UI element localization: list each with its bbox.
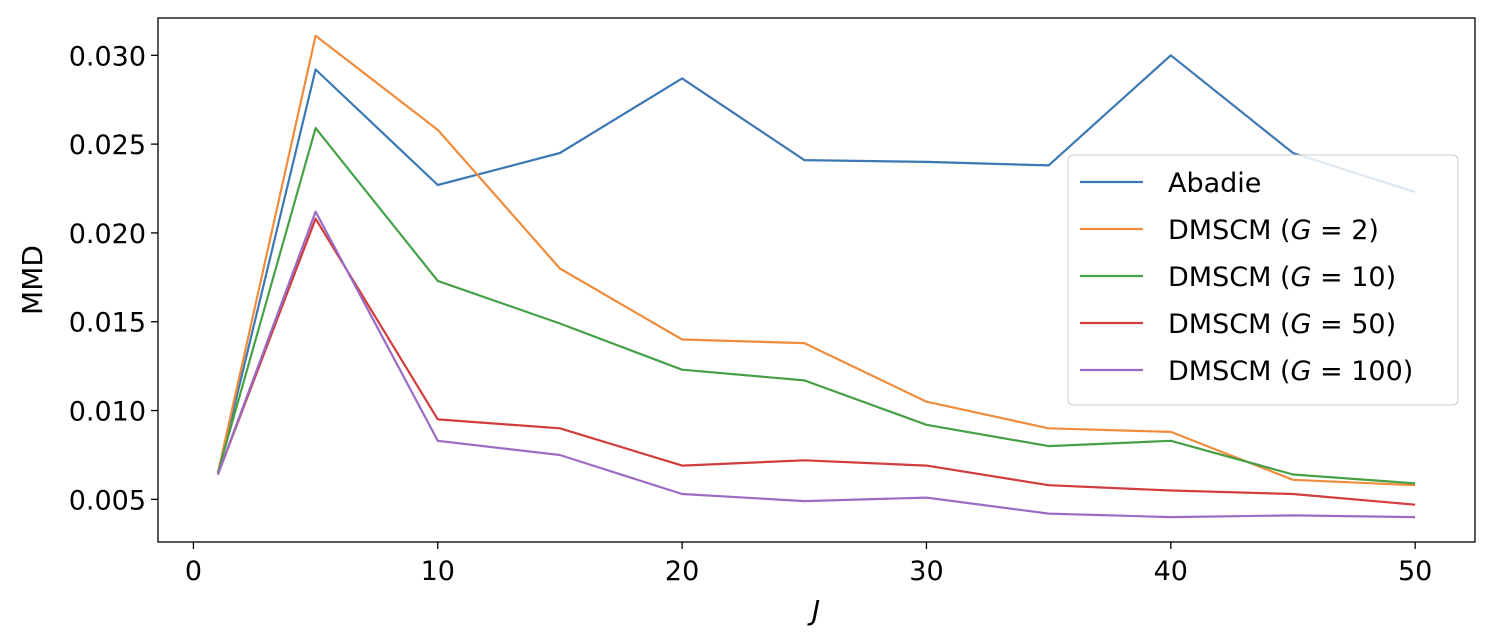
plot-frame <box>157 17 1476 543</box>
legend-label-0: Abadie <box>1168 168 1261 199</box>
y-tick-label: 0.020 <box>69 219 146 250</box>
legend-entries: Abadie DMSCM (G = 2) DMSCM (G = 10) DMSCM (… <box>1080 168 1413 387</box>
x-tick-label: 40 <box>1154 556 1188 587</box>
legend-label-3: DMSCM (G = 50) <box>1168 309 1396 340</box>
x-tick-label: 10 <box>421 556 455 587</box>
y-tick-label: 0.030 <box>69 41 146 72</box>
series-line-1 <box>216 34 1416 487</box>
x-axis-ticks: 0 10 20 30 40 50 <box>185 542 1432 587</box>
legend: Abadie DMSCM (G = 2) DMSCM (G = 10) DMSCM (… <box>1067 154 1459 406</box>
y-tick-label: 0.025 <box>69 130 146 161</box>
y-tick-label: 0.005 <box>69 485 146 516</box>
y-axis-label: MMD <box>16 245 49 315</box>
x-axis-label: J <box>807 594 820 627</box>
x-tick-label: 0 <box>185 556 202 587</box>
series-line-0 <box>216 54 1416 475</box>
legend-label-4: DMSCM (G = 100) <box>1168 356 1413 387</box>
series-line-4 <box>216 210 1416 519</box>
series-layer <box>216 34 1416 519</box>
series-line-3 <box>216 217 1416 506</box>
series-line-2 <box>216 127 1416 485</box>
y-tick-label: 0.015 <box>69 308 146 339</box>
legend-label-1: DMSCM (G = 2) <box>1168 215 1379 246</box>
legend-label-2: DMSCM (G = 10) <box>1168 262 1396 293</box>
x-tick-label: 20 <box>665 556 699 587</box>
x-tick-label: 30 <box>909 556 943 587</box>
legend-box <box>1067 154 1459 406</box>
y-axis-ticks: 0.005 0.010 0.015 0.020 0.025 0.030 <box>69 41 158 516</box>
x-tick-label: 50 <box>1398 556 1432 587</box>
y-tick-label: 0.010 <box>69 397 146 428</box>
